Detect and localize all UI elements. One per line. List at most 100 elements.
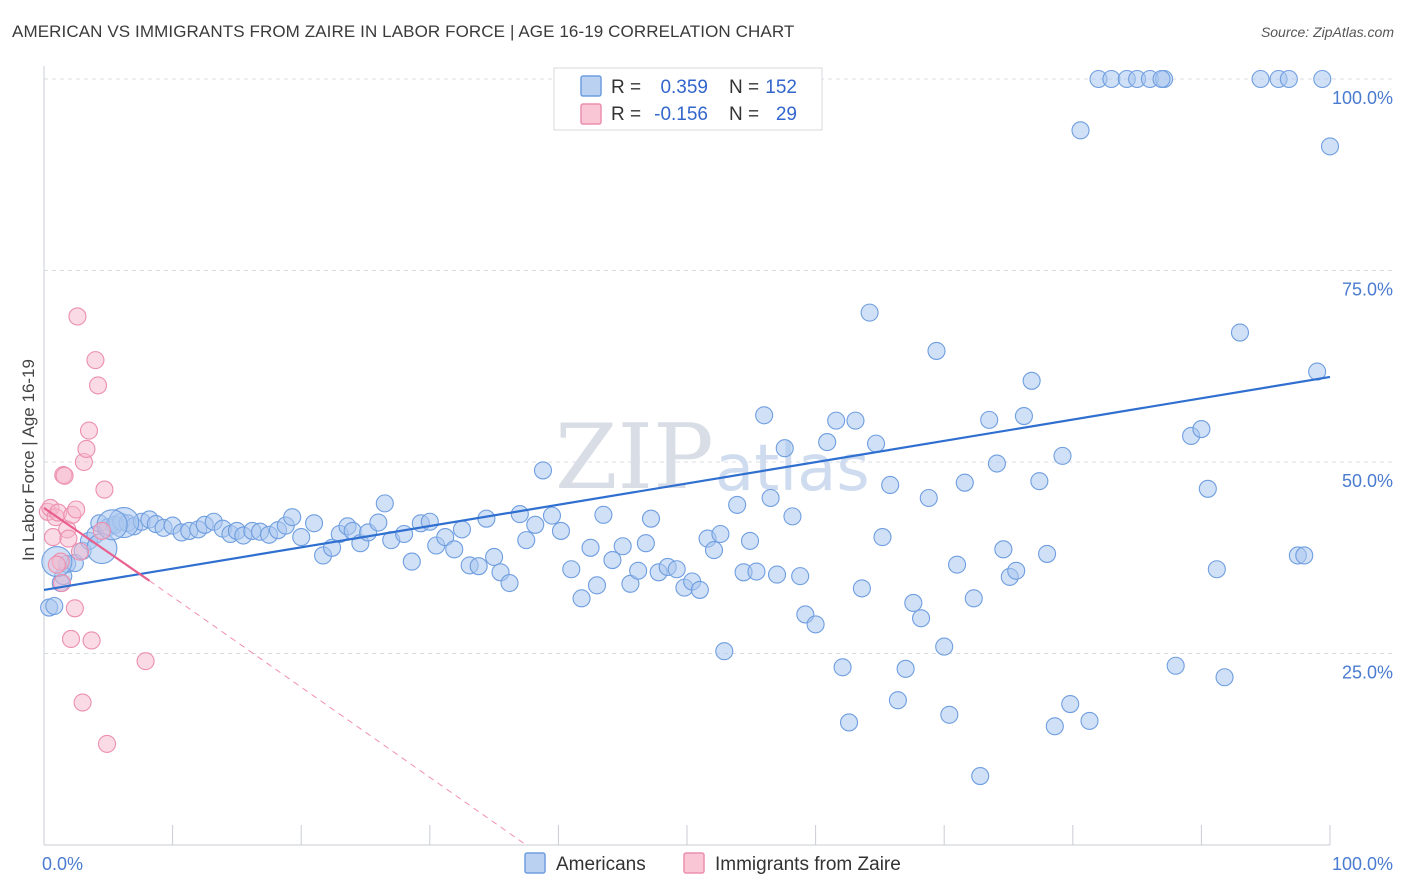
y-tick-label-100: 100.0% [1332, 88, 1393, 108]
americans-point-83 [690, 580, 709, 599]
americans-point-70 [587, 576, 607, 595]
watermark: ZIP atlas [555, 405, 870, 510]
americans-point-118 [948, 555, 967, 574]
americans-point-101 [827, 411, 846, 430]
legend-r-value-zaire: -0.156 [654, 104, 708, 125]
y-tick-labels: 25.0% 50.0% 75.0% 100.0% [1332, 88, 1393, 683]
americans-point-36 [305, 514, 324, 533]
americans-point-44 [369, 513, 388, 532]
americans-point-54 [452, 520, 472, 539]
americans-point-157 [1152, 69, 1171, 89]
americans-point-137 [1102, 69, 1121, 89]
americans-point-105 [852, 579, 871, 598]
americans-point-65 [542, 506, 562, 525]
zaire-point-9 [59, 529, 78, 548]
americans-point-97 [791, 567, 810, 586]
watermark-atlas: atlas [715, 432, 870, 506]
americans-point-110 [888, 691, 907, 710]
zaire-point-23 [92, 521, 111, 540]
chart-title: AMERICAN VS IMMIGRANTS FROM ZAIRE IN LAB… [12, 22, 795, 41]
americans-point-103 [839, 713, 859, 732]
americans-point-116 [935, 637, 954, 656]
americans-point-91 [747, 562, 766, 581]
americans-point-95 [775, 439, 794, 458]
gridlines [44, 78, 1392, 654]
americans-point-132 [1053, 446, 1072, 465]
zaire-point-25 [97, 734, 117, 753]
americans-point-35 [292, 528, 311, 547]
zaire-points [38, 307, 155, 753]
americans-point-72 [603, 550, 622, 570]
americans-point-114 [919, 488, 938, 508]
americans-point-93 [761, 488, 780, 508]
americans-point-92 [755, 406, 774, 425]
legend-n-value-americans: 152 [765, 77, 797, 98]
americans-point-66 [551, 521, 571, 540]
zaire-point-27 [47, 555, 66, 574]
x-ticks [43, 825, 1331, 845]
americans-point-155 [1320, 137, 1340, 156]
americans-point-53 [445, 540, 464, 559]
americans-point-88 [728, 495, 747, 514]
americans-point-146 [1207, 560, 1226, 579]
americans-point-123 [987, 454, 1006, 473]
zaire-point-19 [79, 421, 99, 440]
zaire-point-16 [73, 693, 92, 712]
y-tick-label-75: 75.0% [1342, 280, 1393, 300]
americans-point-52 [436, 528, 455, 547]
zaire-point-22 [88, 376, 108, 395]
y-tick-label-50: 50.0% [1342, 471, 1393, 491]
zaire-trend-line [43, 507, 151, 582]
legend-r-label-zaire: R = [611, 104, 641, 125]
americans-point-94 [767, 565, 787, 584]
americans-point-134 [1071, 121, 1090, 140]
legend-r-value-americans: 0.359 [660, 77, 708, 98]
americans-point-48 [402, 552, 421, 571]
y-tick-label-25: 25.0% [1342, 663, 1393, 683]
y-axis-label: In Labor Force | Age 16-19 [19, 359, 38, 561]
americans-point-153 [1295, 546, 1314, 565]
americans-point-133 [1061, 695, 1080, 714]
americans-point-96 [783, 507, 802, 526]
legend: R = 0.359 N = 152 R = -0.156 N = 29 [553, 67, 823, 131]
americans-point-56 [469, 557, 488, 576]
americans-point-107 [866, 434, 886, 453]
americans-point-126 [1007, 561, 1026, 580]
americans-point-1 [45, 596, 64, 616]
bottom-legend-label-zaire: Immigrants from Zaire [715, 854, 901, 875]
americans-points [40, 69, 1340, 786]
americans-point-156 [1313, 69, 1332, 89]
americans-point-144 [1192, 420, 1211, 439]
americans-point-104 [846, 411, 865, 430]
zaire-point-13 [67, 500, 86, 519]
zaire-point-21 [86, 351, 105, 370]
americans-point-102 [833, 658, 852, 677]
americans-point-63 [526, 515, 545, 534]
americans-point-106 [860, 303, 879, 322]
americans-point-75 [629, 561, 648, 580]
americans-point-109 [881, 475, 900, 495]
legend-n-value-zaire: 29 [776, 104, 797, 125]
americans-point-128 [1022, 371, 1041, 390]
americans-point-149 [1251, 69, 1270, 89]
americans-point-61 [510, 505, 529, 524]
x-tick-label-100: 100.0% [1332, 854, 1393, 874]
americans-point-47 [395, 524, 414, 544]
americans-point-131 [1045, 717, 1064, 736]
americans-point-147 [1215, 668, 1234, 687]
legend-swatch-zaire [580, 103, 602, 125]
americans-point-90 [740, 531, 760, 550]
bottom-legend: Americans Immigrants from Zaire [524, 852, 901, 875]
americans-point-130 [1038, 544, 1057, 563]
legend-swatch-americans [580, 75, 602, 97]
americans-point-73 [613, 537, 632, 556]
legend-r-label-americans: R = [611, 77, 641, 98]
americans-point-151 [1279, 69, 1298, 89]
americans-point-71 [594, 505, 613, 524]
zaire-point-10 [61, 629, 81, 648]
trend-lines [43, 375, 1331, 846]
chart-source: Source: ZipAtlas.com [1260, 24, 1394, 40]
americans-point-113 [912, 609, 931, 628]
americans-point-111 [896, 659, 915, 678]
